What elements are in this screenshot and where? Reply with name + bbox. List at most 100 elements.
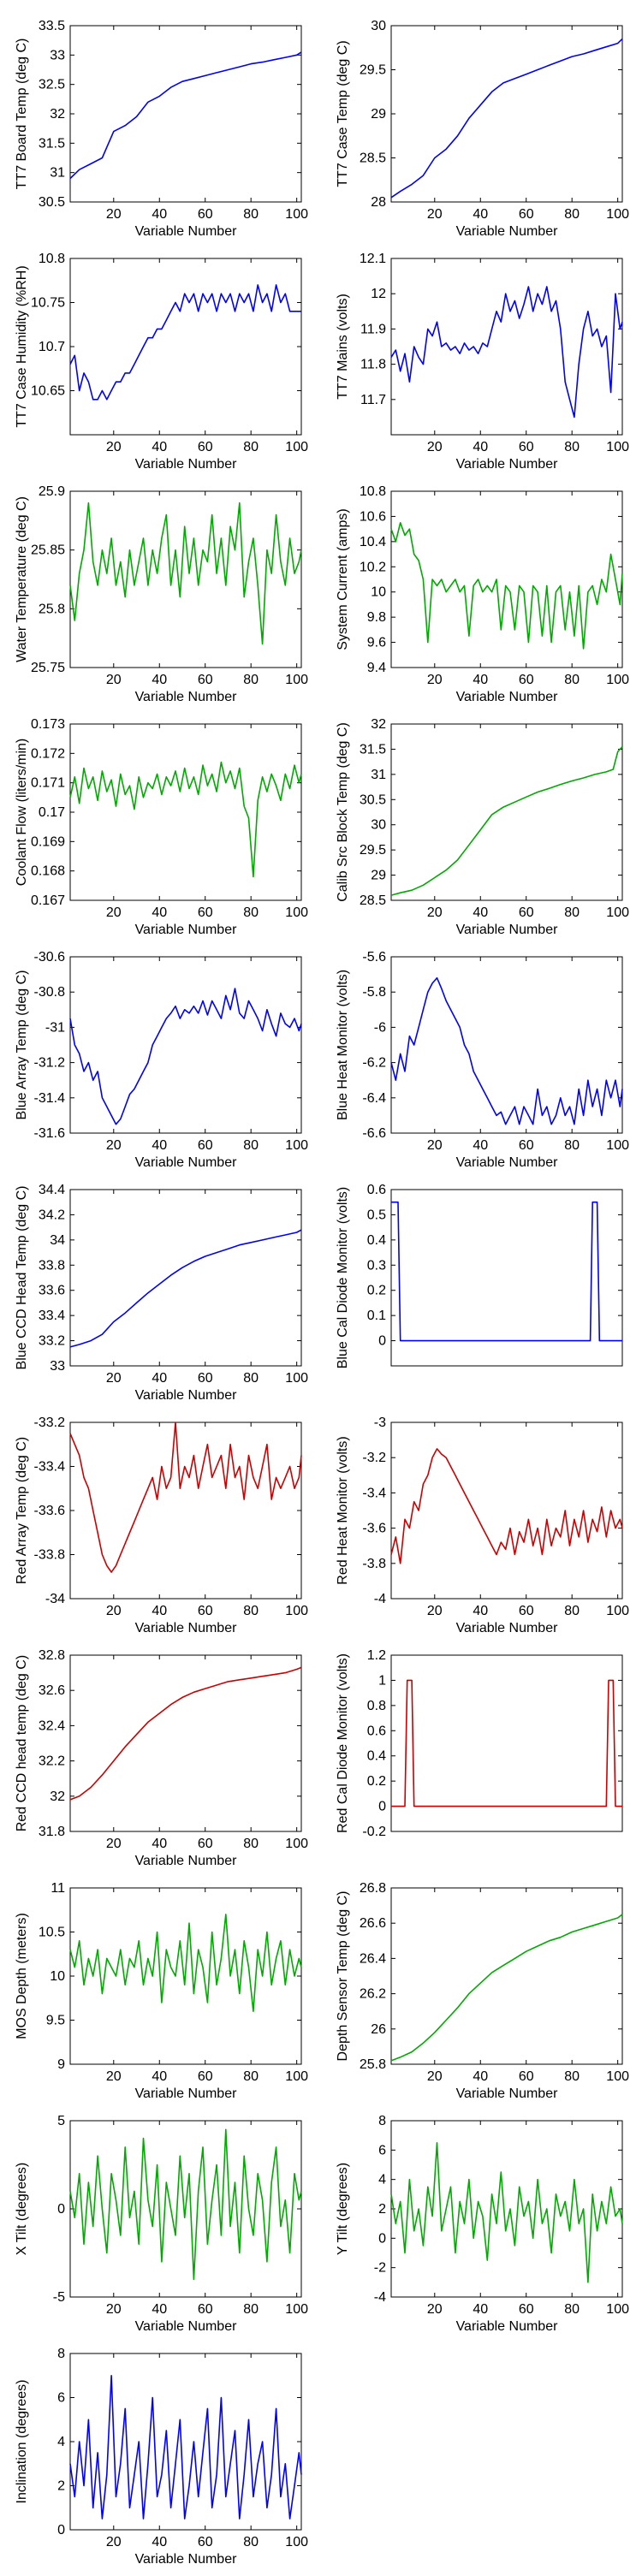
y-tick-label: 11 bbox=[51, 1881, 65, 1896]
y-tick-label: 31.8 bbox=[39, 1825, 65, 1839]
y-axis-label: Water Temperature (deg C) bbox=[15, 496, 29, 662]
y-tick-label: 0.2 bbox=[367, 1284, 386, 1298]
y-tick-label: -33.6 bbox=[34, 1504, 66, 1518]
y-tick-label: 34 bbox=[50, 1233, 65, 1248]
x-tick-label: 60 bbox=[198, 2535, 213, 2549]
y-axis-label: Red Heat Monitor (volts) bbox=[336, 1436, 350, 1584]
x-tick-label: 40 bbox=[152, 1371, 167, 1386]
x-tick-label: 80 bbox=[564, 1138, 580, 1153]
x-tick-label: 100 bbox=[285, 1371, 308, 1386]
series-line bbox=[391, 1679, 622, 1807]
x-tick-label: 20 bbox=[106, 2535, 122, 2549]
x-tick-label: 100 bbox=[606, 673, 629, 687]
chart-14: -4 -3.8 -3.6 -3.4 -3.2 -3 20 40 60 80 100 Variable … bbox=[336, 1416, 629, 1635]
x-tick-label: 20 bbox=[106, 1604, 122, 1618]
y-tick-label: -0.2 bbox=[362, 1825, 386, 1839]
x-tick-label: 60 bbox=[519, 2302, 534, 2317]
x-tick-label: 40 bbox=[473, 440, 488, 454]
y-tick-label: 0 bbox=[378, 1800, 386, 1814]
x-axis-label: Variable Number bbox=[135, 1388, 238, 1403]
y-tick-label: 0.5 bbox=[367, 1208, 386, 1222]
x-tick-label: 80 bbox=[243, 905, 259, 920]
plot-area bbox=[69, 258, 302, 436]
chart-6: 9.4 9.6 9.8 10 10.2 10.4 10.6 10.8 20 40 60 80 100 Va… bbox=[336, 484, 629, 704]
x-tick-label: 80 bbox=[243, 2069, 259, 2084]
x-tick-label: 80 bbox=[564, 673, 580, 687]
y-tick-label: 25.8 bbox=[360, 2057, 386, 2072]
chart-21: 0 2 4 6 8 20 40 60 80 100 Variable Number Inclinati… bbox=[15, 2347, 308, 2567]
x-tick-label: 40 bbox=[473, 2069, 488, 2084]
y-tick-label: 10.8 bbox=[360, 484, 386, 499]
x-axis-label: Variable Number bbox=[135, 457, 238, 472]
y-tick-label: 32.2 bbox=[39, 1754, 65, 1769]
x-tick-label: 60 bbox=[198, 440, 213, 454]
x-axis-label: Variable Number bbox=[135, 2319, 238, 2334]
y-tick-label: 0 bbox=[378, 2231, 386, 2246]
x-tick-label: 80 bbox=[564, 2069, 580, 2084]
x-tick-label: 20 bbox=[427, 1604, 443, 1618]
x-tick-label: 20 bbox=[106, 905, 122, 920]
x-tick-label: 80 bbox=[564, 1604, 580, 1618]
series-line bbox=[69, 761, 302, 878]
series-line bbox=[390, 1914, 623, 2062]
y-tick-label: 0.171 bbox=[31, 776, 65, 791]
x-tick-label: 100 bbox=[606, 1604, 629, 1618]
x-tick-label: 20 bbox=[106, 1138, 122, 1153]
chart-8: 28.5 29 29.5 30 30.5 31 31.5 32 20 40 60 80 100 Varia… bbox=[336, 717, 629, 937]
y-tick-label: 26.6 bbox=[360, 1916, 386, 1931]
y-tick-label: 31 bbox=[50, 166, 65, 181]
x-axis-label: Variable Number bbox=[456, 1621, 559, 1635]
y-tick-label: 30 bbox=[371, 19, 386, 33]
y-tick-label: 26.8 bbox=[360, 1881, 386, 1896]
x-tick-label: 60 bbox=[198, 207, 213, 222]
x-tick-label: 100 bbox=[285, 673, 308, 687]
y-axis-label: Calib Src Block Temp (deg C) bbox=[336, 722, 350, 902]
plot-area bbox=[390, 956, 623, 1134]
y-tick-label: 5 bbox=[57, 2114, 65, 2128]
series-line bbox=[390, 976, 623, 1125]
series-line bbox=[69, 988, 302, 1125]
y-axis-label: X Tilt (degrees) bbox=[15, 2163, 29, 2255]
x-tick-label: 60 bbox=[198, 2302, 213, 2317]
x-tick-label: 40 bbox=[152, 440, 167, 454]
y-tick-label: 10.75 bbox=[31, 296, 65, 311]
x-tick-label: 100 bbox=[285, 1138, 308, 1153]
x-axis-label: Variable Number bbox=[456, 457, 559, 472]
x-tick-label: 60 bbox=[519, 2069, 534, 2084]
x-tick-label: 40 bbox=[152, 905, 167, 920]
series-line bbox=[69, 284, 301, 401]
x-tick-label: 20 bbox=[427, 2302, 443, 2317]
y-tick-label: 33.2 bbox=[39, 1334, 65, 1349]
y-tick-label: 33.5 bbox=[39, 19, 65, 33]
y-axis-label: Blue Array Temp (deg C) bbox=[15, 970, 29, 1120]
series-line bbox=[69, 51, 302, 180]
chart-18: 25.8 26 26.2 26.4 26.6 26.8 20 40 60 80 100 Variabl… bbox=[336, 1881, 629, 2101]
x-axis-label: Variable Number bbox=[135, 1854, 238, 1868]
y-tick-label: 0.8 bbox=[367, 1699, 386, 1713]
y-axis-label: MOS Depth (meters) bbox=[15, 1913, 29, 2039]
x-tick-label: 80 bbox=[243, 1837, 259, 1851]
y-tick-label: 12.1 bbox=[360, 252, 386, 266]
y-tick-label: -34 bbox=[45, 1592, 65, 1606]
x-tick-label: 20 bbox=[106, 2302, 122, 2317]
chart-3: 10.65 10.7 10.75 10.8 20 40 60 80 100 Variable Nu… bbox=[15, 252, 308, 472]
chart-17: 9 9.5 10 10.5 11 20 40 60 80 100 Variable Number MO… bbox=[15, 1881, 308, 2101]
y-tick-label: 0.17 bbox=[39, 805, 65, 820]
x-tick-label: 40 bbox=[152, 1837, 167, 1851]
chart-10: -6.6 -6.4 -6.2 -6 -5.8 -5.6 20 40 60 80 100 Variabl… bbox=[336, 950, 629, 1170]
chart-7: 0.167 0.168 0.169 0.17 0.171 0.172 0.173 20 40 60… bbox=[15, 717, 308, 937]
plot-area bbox=[69, 1189, 302, 1367]
x-tick-label: 40 bbox=[152, 207, 167, 222]
plot-area bbox=[69, 25, 302, 203]
y-axis-label: TT7 Case Temp (deg C) bbox=[336, 40, 350, 187]
y-tick-label: 32 bbox=[371, 717, 386, 732]
x-tick-label: 80 bbox=[243, 2302, 259, 2317]
y-tick-label: 0.169 bbox=[31, 834, 65, 849]
series-line bbox=[390, 38, 623, 199]
y-tick-label: -3.8 bbox=[362, 1557, 386, 1571]
y-axis-label: Red Cal Diode Monitor (volts) bbox=[336, 1653, 350, 1833]
chart-9: -31.6 -31.4 -31.2 -31 -30.8 -30.6 20 40 60 80 100 V… bbox=[15, 950, 308, 1170]
y-tick-label: 11.9 bbox=[360, 322, 386, 336]
y-tick-label: 33.8 bbox=[39, 1258, 65, 1273]
